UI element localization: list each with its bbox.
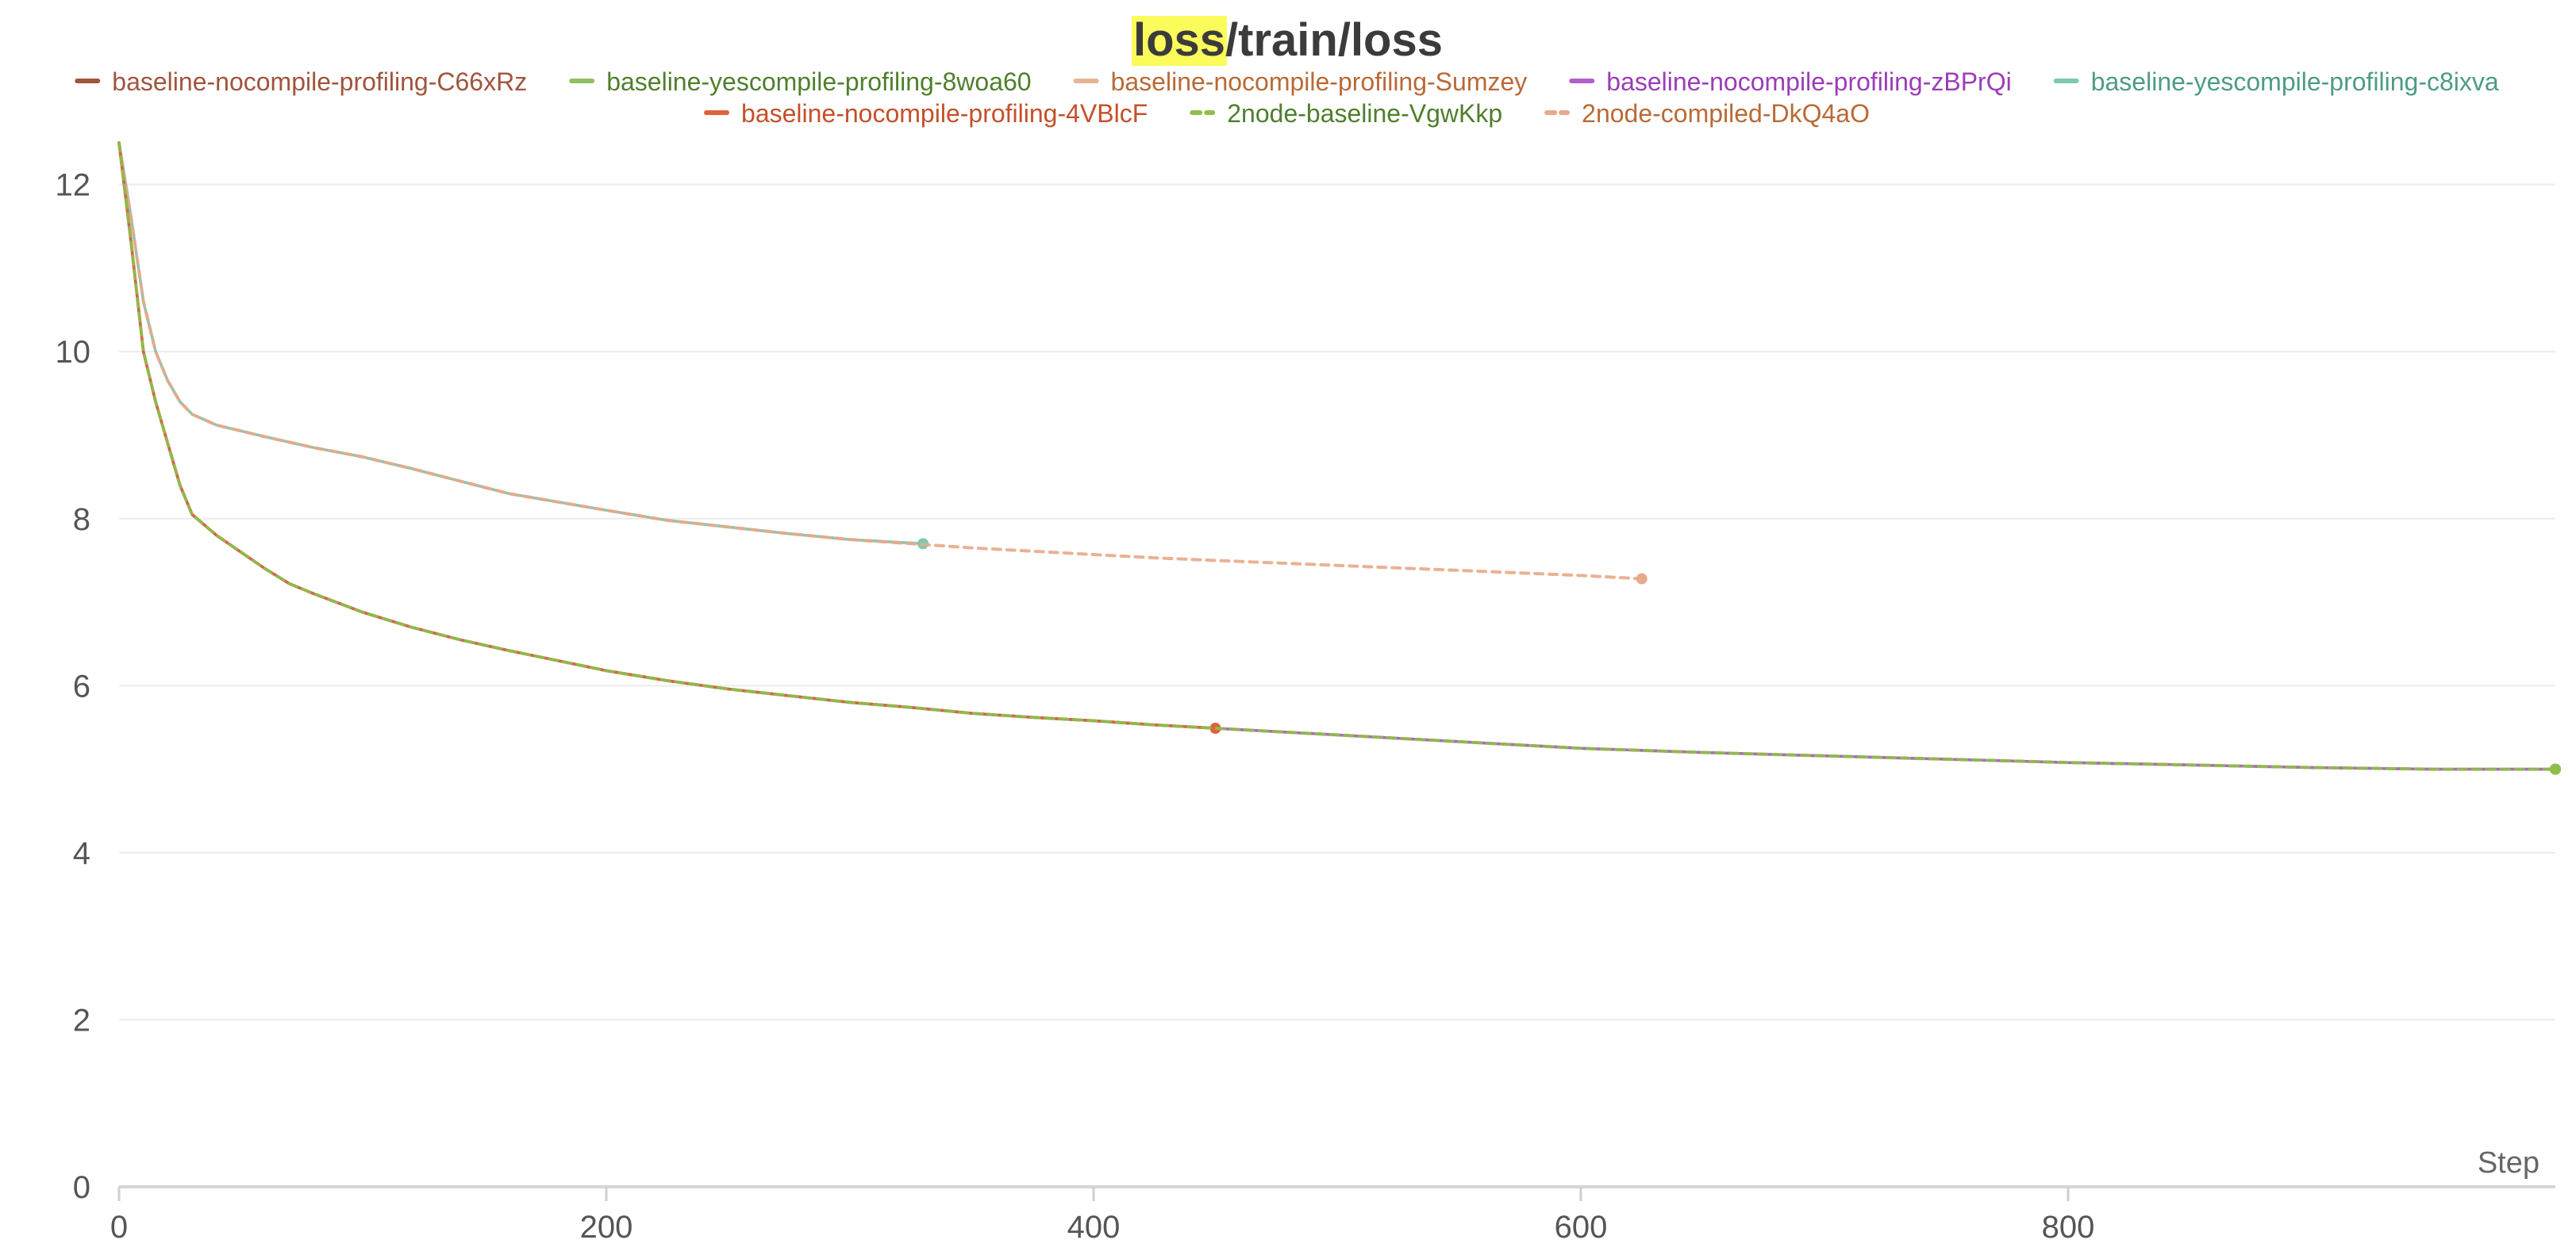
legend-label: baseline-nocompile-profiling-4VBlcF [741, 99, 1148, 128]
series-line [117, 141, 2557, 771]
series-line [117, 141, 1217, 730]
legend-item[interactable]: baseline-yescompile-profiling-8woa60 [569, 67, 1032, 96]
legend-label: baseline-nocompile-profiling-zBPrQi [1606, 67, 2011, 96]
legend-item[interactable]: baseline-nocompile-profiling-C66xRz [75, 67, 527, 96]
series-line [117, 141, 2557, 771]
legend: baseline-nocompile-profiling-C66xRz basel… [75, 67, 2499, 128]
y-tick-label: 4 [73, 836, 90, 871]
legend-item[interactable]: 2node-baseline-VgwKkp [1190, 99, 1502, 128]
y-tick-label: 6 [73, 669, 90, 704]
chart-title-text: loss/train/loss [1133, 14, 1443, 66]
title-highlight [1131, 16, 1228, 66]
legend-item[interactable]: baseline-yescompile-profiling-c8ixva [2053, 67, 2499, 96]
legend-item[interactable]: 2node-compiled-DkQ4aO [1544, 99, 1870, 128]
x-axis-label: Step [2478, 1146, 2539, 1180]
legend-label: baseline-yescompile-profiling-c8ixva [2091, 67, 2499, 96]
legend-label: 2node-compiled-DkQ4aO [1582, 99, 1870, 128]
series-end-point [1636, 573, 1647, 585]
x-tick-label: 600 [1555, 1210, 1608, 1245]
y-tick-label: 12 [56, 168, 91, 203]
y-tick-label: 8 [73, 502, 90, 537]
legend-item[interactable]: baseline-nocompile-profiling-Sumzey [1073, 67, 1528, 96]
x-tick-label: 400 [1067, 1210, 1121, 1245]
legend-label: baseline-nocompile-profiling-C66xRz [112, 67, 527, 96]
x-tick-label: 800 [2042, 1210, 2095, 1245]
y-tick-label: 0 [73, 1170, 90, 1205]
series-line [117, 141, 2557, 771]
series-line [117, 141, 2557, 771]
series-line [117, 141, 1644, 581]
legend-row: baseline-nocompile-profiling-C66xRz basel… [75, 67, 2499, 96]
series-end-point [2550, 763, 2561, 775]
legend-row: baseline-nocompile-profiling-4VBlcF 2node… [704, 99, 1870, 128]
series-line [117, 141, 925, 546]
title-rest-part: /train/loss [1225, 14, 1443, 66]
y-tick-label: 10 [56, 335, 91, 370]
y-tick-label: 2 [73, 1003, 90, 1038]
legend-item[interactable]: baseline-nocompile-profiling-4VBlcF [704, 99, 1148, 128]
x-tick-label: 0 [110, 1210, 128, 1245]
legend-item[interactable]: baseline-nocompile-profiling-zBPrQi [1569, 67, 2012, 96]
title-highlighted-part: loss [1133, 14, 1225, 66]
chart-title: loss/train/loss [1131, 14, 1443, 66]
series-line [117, 141, 925, 546]
axes: 0 2 4 6 8 10 12 0 200 400 600 800 [56, 168, 2555, 1245]
legend-label: 2node-baseline-VgwKkp [1227, 99, 1502, 128]
plot-area [117, 141, 2561, 775]
grid [119, 183, 2555, 1021]
legend-label: baseline-nocompile-profiling-Sumzey [1111, 67, 1528, 96]
legend-label: baseline-yescompile-profiling-8woa60 [606, 67, 1031, 96]
x-tick-label: 200 [580, 1210, 633, 1245]
